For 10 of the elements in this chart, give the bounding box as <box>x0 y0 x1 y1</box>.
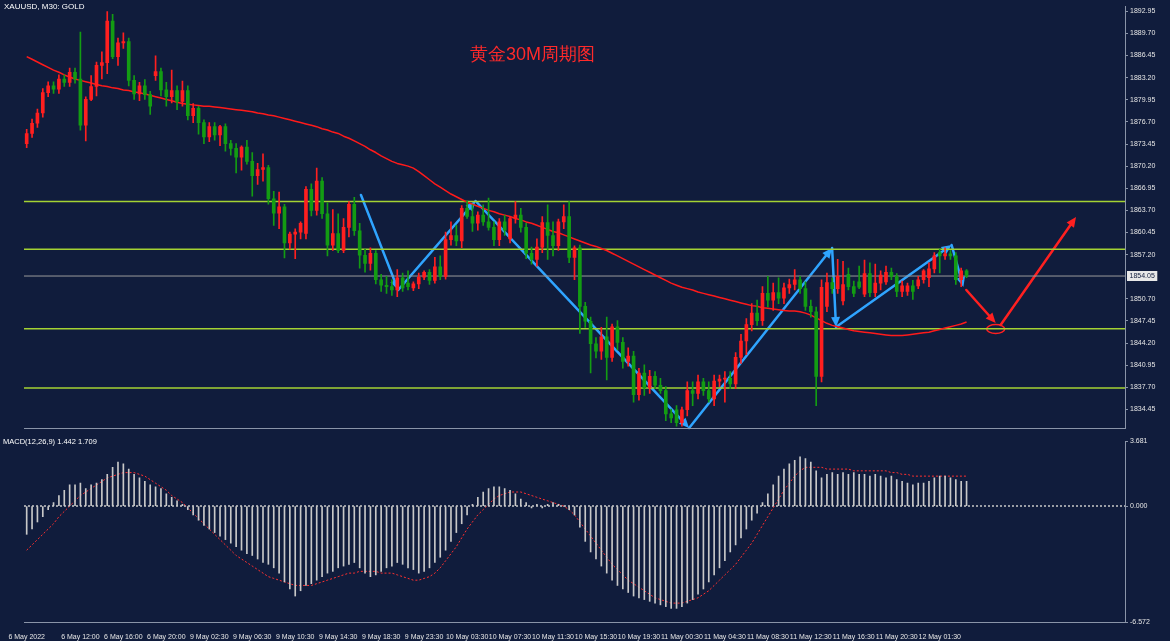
candlestick <box>406 270 410 291</box>
text: 黄金30M周期图 <box>470 44 596 65</box>
candlestick <box>449 221 453 246</box>
candlestick <box>937 248 942 274</box>
candlestick <box>169 69 174 104</box>
candlestick <box>277 191 281 230</box>
candlestick <box>261 153 265 182</box>
candlestick <box>390 279 394 296</box>
chart-subtitle: XAUUSD, M30: GOLD <box>4 2 85 12</box>
line-series <box>26 466 968 604</box>
